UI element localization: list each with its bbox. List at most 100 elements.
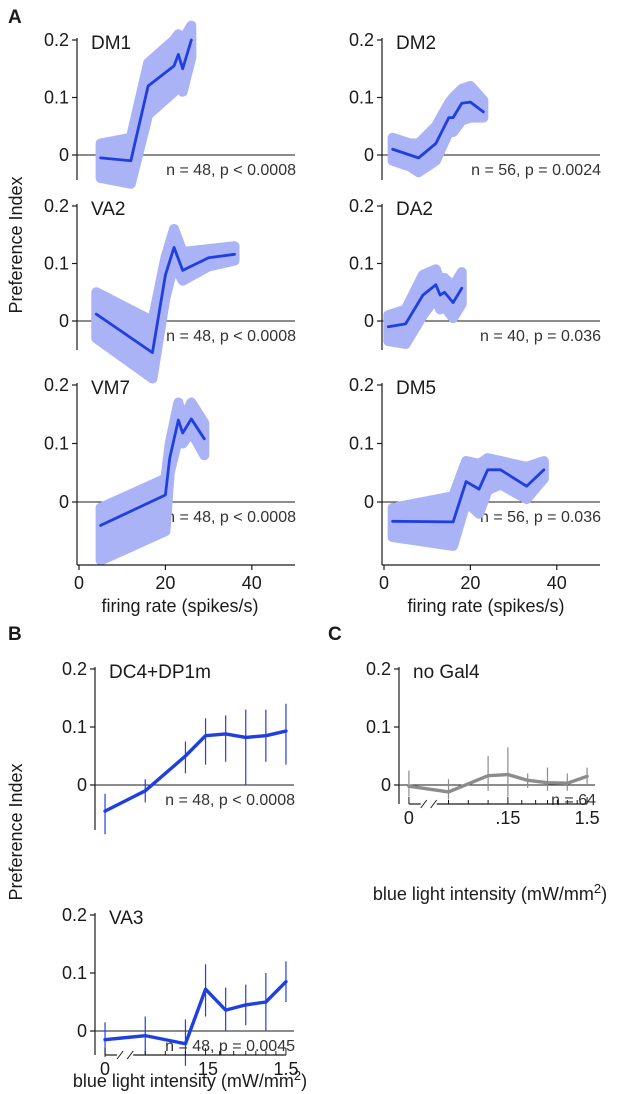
data-point xyxy=(478,488,480,490)
y-tick-label: 0.2 xyxy=(44,30,69,50)
x-tick-label: 0 xyxy=(404,808,414,828)
data-point xyxy=(177,419,180,421)
data-point xyxy=(95,313,98,315)
chart-panel-a4: 0 0.1 0.2 DA2 n = 40, p = 0.036 xyxy=(349,196,601,350)
panel-title: VM7 xyxy=(91,378,130,399)
data-point xyxy=(130,159,132,162)
y-tick-label: 0 xyxy=(381,775,391,795)
data-point xyxy=(499,469,502,471)
y-tick-label: 0 xyxy=(364,492,374,512)
panel-title: DM1 xyxy=(91,33,131,54)
data-point xyxy=(265,734,267,737)
y-tick-label: 0.1 xyxy=(62,963,87,983)
x-tick-label: 40 xyxy=(547,573,567,593)
axis-break-mark xyxy=(116,1050,124,1060)
data-point xyxy=(543,469,545,471)
data-point xyxy=(439,294,441,296)
data-point xyxy=(190,39,193,41)
x-tick-label: 0 xyxy=(379,573,389,593)
data-line xyxy=(391,468,546,524)
data-point xyxy=(184,755,187,757)
panel-label-b: B xyxy=(8,624,22,645)
data-point xyxy=(204,988,207,991)
confidence-band xyxy=(91,224,240,384)
data-point xyxy=(452,301,454,304)
data-point xyxy=(99,524,102,527)
x-tick-label: 20 xyxy=(460,573,480,593)
chart-panel-a6: 0 0.1 0.2 DM5 n = 56, p = 0.036 0 20 40 xyxy=(349,375,601,593)
y-axis-label-a: Preference Index xyxy=(6,176,26,313)
panel-title: VA2 xyxy=(91,199,126,220)
data-point xyxy=(190,418,193,420)
data-point xyxy=(526,779,529,782)
data-point xyxy=(233,253,236,256)
panel-title: DM5 xyxy=(396,378,436,399)
y-tick-label: 0 xyxy=(59,145,69,165)
data-line xyxy=(386,283,464,329)
stat-annotation: n = 48, p < 0.0008 xyxy=(166,509,296,526)
x-tick-label: 40 xyxy=(242,573,262,593)
data-point xyxy=(104,1038,106,1041)
data-point xyxy=(144,790,147,792)
y-tick-label: 0.1 xyxy=(44,434,69,454)
x-axis-label-a6: firing rate (spikes/s) xyxy=(407,596,564,616)
data-point xyxy=(184,1042,187,1045)
data-point xyxy=(391,148,394,151)
data-point xyxy=(507,773,509,776)
data-point xyxy=(482,111,485,113)
data-point xyxy=(408,785,410,787)
y-tick-label: 0.2 xyxy=(349,196,374,216)
data-point xyxy=(452,521,454,523)
confidence-band xyxy=(387,81,489,178)
data-point xyxy=(151,351,154,354)
x-axis-label-b: blue light intensity (mW/mm2) xyxy=(73,1068,307,1091)
confidence-band xyxy=(383,264,467,349)
data-point xyxy=(448,116,450,119)
data-point xyxy=(460,287,463,290)
confidence-band xyxy=(387,453,549,551)
data-point xyxy=(546,781,549,784)
y-tick-label: 0.2 xyxy=(62,905,87,925)
data-point xyxy=(586,775,588,778)
data-point xyxy=(224,733,227,735)
data-point xyxy=(409,154,411,156)
chart-panel-a1: 0 0.1 0.2 DM1 n = 48, p < 0.0008 xyxy=(44,20,296,189)
panel-title: DA2 xyxy=(396,199,433,220)
data-point xyxy=(443,291,446,294)
data-line xyxy=(103,980,288,1046)
y-tick-label: 0.2 xyxy=(44,375,69,395)
panel-label-a: A xyxy=(8,7,22,28)
data-point xyxy=(465,480,467,483)
data-point xyxy=(224,1009,227,1011)
stat-annotation: n = 48, p = 0.0045 xyxy=(165,1038,295,1055)
stat-annotation: n = 64 xyxy=(551,792,596,809)
y-tick-label: 0.1 xyxy=(349,88,374,108)
data-point xyxy=(404,323,407,325)
x-tick-label: 1.5 xyxy=(575,808,600,828)
chart-panel-a2: 0 0.1 0.2 DM2 n = 56, p = 0.0024 xyxy=(349,30,601,180)
data-point xyxy=(204,734,207,737)
data-point xyxy=(207,256,210,259)
x-tick-label: 1.5 xyxy=(273,1059,298,1079)
stat-annotation: n = 40, p = 0.036 xyxy=(480,328,601,345)
data-line xyxy=(407,772,589,794)
data-point xyxy=(566,782,569,785)
panel-title: VA3 xyxy=(109,908,144,929)
y-tick-label: 0.1 xyxy=(349,254,374,274)
chart-panel-b2: 0 0.1 0.2 VA3 n = 48, p = 0.0045 0 .15 1.5 xyxy=(62,905,299,1079)
chart-panel-c1: 0 0.1 0.2 no Gal4 n = 64 0 .15 1.5 xyxy=(366,659,600,828)
data-point xyxy=(452,116,454,119)
data-point xyxy=(417,157,420,159)
panel-title: no Gal4 xyxy=(413,662,480,683)
data-point xyxy=(486,469,489,471)
y-tick-label: 0.1 xyxy=(349,434,374,454)
stat-annotation: n = 56, p = 0.036 xyxy=(480,509,601,526)
data-point xyxy=(525,485,528,488)
stat-annotation: n = 48, p < 0.0008 xyxy=(166,328,296,345)
data-point xyxy=(173,65,175,67)
data-point xyxy=(244,1004,247,1006)
confidence-band xyxy=(95,20,197,189)
y-tick-label: 0 xyxy=(364,311,374,331)
data-point xyxy=(387,325,390,328)
data-point xyxy=(147,85,149,87)
